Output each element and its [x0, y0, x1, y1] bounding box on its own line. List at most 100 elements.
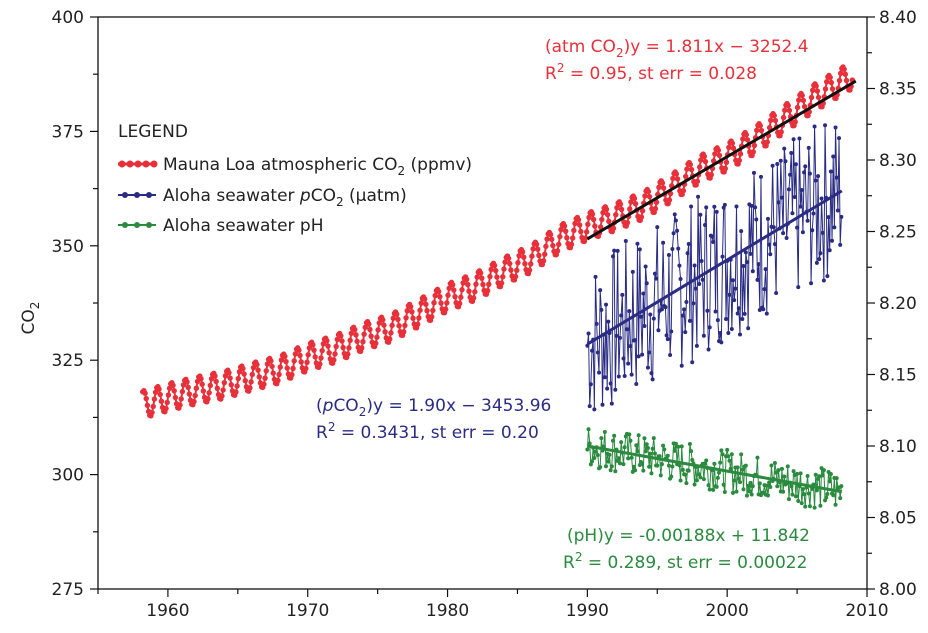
mauna-loa-point: [569, 235, 576, 241]
pco2-point: [644, 281, 649, 286]
pco2-point: [588, 382, 593, 387]
mauna-loa-point: [152, 389, 159, 395]
mauna-loa-point: [628, 199, 634, 205]
y-left-tick-label: 325: [52, 351, 84, 371]
pco2-point: [665, 337, 670, 342]
mauna-loa-point: [656, 184, 662, 190]
mauna-loa-point: [456, 300, 463, 307]
pco2-fit-line: [586, 189, 843, 346]
mauna-loa-point: [375, 327, 381, 333]
mauna-loa-point: [192, 392, 198, 399]
mauna-loa-point: [512, 273, 519, 280]
pco2-point: [642, 323, 647, 328]
mauna-loa-point: [486, 281, 492, 288]
mauna-loa-point: [278, 357, 285, 363]
pco2-point: [671, 231, 676, 236]
mauna-loa-point: [758, 127, 765, 134]
ph-point: [789, 484, 794, 489]
mauna-loa-point: [729, 140, 736, 146]
ph-point: [680, 467, 685, 472]
pco2-point: [616, 374, 621, 379]
mauna-loa-point: [376, 320, 382, 326]
mauna-loa-point: [843, 77, 850, 84]
mauna-loa-point: [508, 267, 514, 273]
ph-point: [631, 464, 636, 469]
mauna-loa-point: [415, 321, 421, 328]
mauna-loa-point: [144, 402, 151, 409]
mauna-loa-point: [659, 180, 666, 186]
mauna-loa-point: [205, 396, 211, 402]
mauna-loa-point: [515, 260, 521, 266]
atm-co2-fit-line: [586, 79, 857, 241]
pco2-point: [689, 204, 694, 209]
mauna-loa-point: [458, 294, 464, 300]
svg-text:Aloha seawater pCO2 (µatm): Aloha seawater pCO2 (µatm): [163, 186, 407, 209]
ph-point: [634, 443, 639, 448]
pco2-point: [640, 352, 645, 357]
mauna-loa-point: [712, 151, 718, 157]
pco2-point: [692, 263, 697, 268]
mauna-loa-point: [828, 79, 835, 86]
mauna-loa-point: [543, 243, 549, 250]
pco2-point: [742, 311, 747, 316]
mauna-loa-point: [562, 228, 569, 234]
pco2-point: [719, 340, 724, 345]
pco2-point: [693, 286, 698, 291]
mauna-loa-point: [715, 147, 722, 153]
ph-point: [812, 505, 817, 510]
pco2-point: [715, 318, 720, 323]
pco2-point: [820, 230, 825, 235]
pco2-point: [663, 305, 668, 310]
ph-point: [807, 504, 812, 509]
ph-point: [720, 452, 725, 457]
mauna-loa-point: [771, 112, 777, 119]
ph-point: [683, 472, 688, 477]
mauna-loa-point: [179, 388, 186, 395]
mauna-loa-point: [684, 166, 690, 172]
mauna-loa-point: [418, 300, 424, 306]
ph-point: [768, 484, 773, 489]
pco2-point: [756, 262, 761, 267]
mauna-loa-point: [381, 322, 387, 328]
y-left-tick-label: 350: [52, 237, 84, 257]
mauna-loa-point: [270, 370, 276, 376]
mauna-loa-point: [333, 343, 339, 350]
mauna-loa-point: [740, 136, 746, 142]
mauna-loa-point: [275, 377, 281, 384]
ph-point: [765, 493, 770, 498]
ph-point: [628, 438, 633, 443]
mauna-loa-point: [334, 336, 341, 343]
mauna-loa-point: [396, 323, 402, 329]
pco2-point: [816, 174, 821, 179]
mauna-loa-point: [171, 388, 177, 394]
mauna-loa-point: [423, 301, 429, 307]
mauna-loa-point: [571, 227, 577, 234]
pco2-point: [619, 313, 624, 318]
pco2-point: [622, 374, 627, 379]
ph-point: [657, 454, 662, 459]
mauna-loa-point: [346, 345, 352, 351]
mauna-loa-point: [409, 309, 415, 315]
pco2-point: [636, 354, 641, 359]
pco2-point: [751, 170, 756, 175]
pco2-point: [737, 332, 742, 337]
ph-point: [704, 458, 709, 463]
mauna-loa-point: [416, 315, 422, 321]
mauna-loa-point: [557, 233, 563, 240]
y-right-tick-label: 8.25: [879, 223, 917, 243]
ph-point: [644, 442, 649, 447]
mauna-loa-point: [618, 206, 625, 213]
mauna-loa-point: [228, 382, 234, 388]
pco2-point: [621, 356, 626, 361]
mauna-loa-point: [768, 117, 774, 123]
pco2-point: [682, 307, 687, 312]
pco2-point: [771, 225, 776, 230]
pco2-point: [626, 361, 631, 366]
ph-point: [802, 492, 807, 497]
mauna-loa-point: [836, 77, 843, 84]
ph-point: [652, 451, 657, 456]
mauna-loa-point: [367, 326, 373, 333]
ph-point: [806, 491, 811, 496]
mauna-loa-point: [794, 104, 801, 111]
ph-point: [744, 493, 749, 498]
